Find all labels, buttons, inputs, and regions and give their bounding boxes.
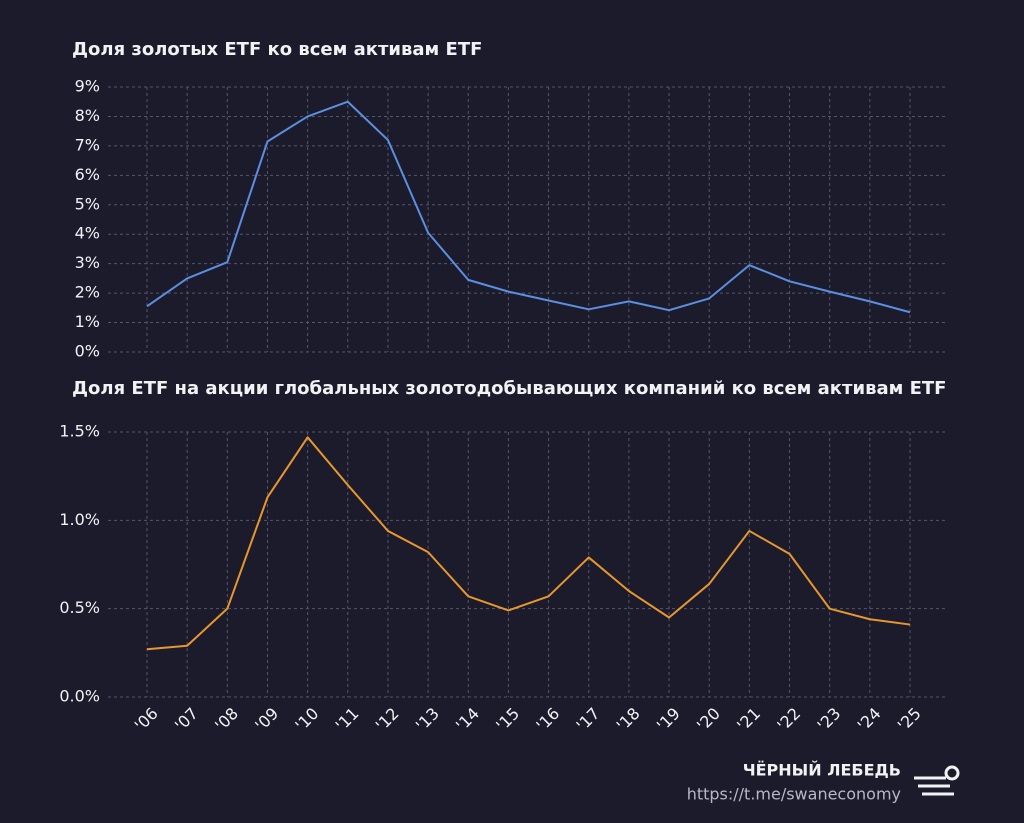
y-tick-label: 6% [75,165,100,184]
y-tick-label: 2% [75,283,100,302]
y-tick-label: 8% [75,106,100,125]
x-tick-label: '10 [291,704,322,735]
x-tick-label: '15 [492,704,523,735]
x-tick-label: '11 [332,704,363,735]
y-tick-label: 1% [75,312,100,331]
y-tick-label: 0.0% [59,687,100,706]
x-tick-label: '07 [171,704,202,735]
y-tick-label: 5% [75,194,100,213]
data-line [146,100,911,314]
logo [914,765,960,796]
data-line [146,436,911,651]
y-tick-label: 0.5% [59,598,100,617]
x-tick-label: '23 [814,704,845,735]
x-tick-label: '19 [653,704,684,735]
x-tick-label: '09 [251,704,282,735]
x-tick-label: '17 [573,704,604,735]
y-tick-label: 3% [75,253,100,272]
y-tick-label: 4% [75,224,100,243]
x-tick-label: '12 [372,704,403,735]
y-tick-label: 9% [75,77,100,96]
x-tick-label: '06 [131,704,162,735]
x-tick-label: '21 [733,704,764,735]
x-tick-label: '16 [532,704,563,735]
x-tick-label: '18 [613,704,644,735]
chart-title: Доля золотых ETF ко всем активам ETF [72,39,482,60]
brand: ЧЁРНЫЙ ЛЕБЕДЬ [743,761,901,780]
x-tick-label: '14 [452,704,483,735]
x-tick-label: '13 [412,704,443,735]
x-tick-label: '25 [894,704,925,735]
x-tick-label: '08 [211,704,242,735]
x-tick-label: '24 [854,704,885,735]
y-tick-label: 1.5% [59,422,100,441]
y-tick-label: 7% [75,135,100,154]
link: https://t.me/swaneconomy [687,785,901,804]
x-tick-label: '22 [773,704,804,735]
x-tick-label: '20 [693,704,724,735]
y-tick-label: 1.0% [59,510,100,529]
chart-title: Доля ETF на акции глобальных золотодобыв… [72,378,946,399]
y-tick-label: 0% [75,342,100,361]
